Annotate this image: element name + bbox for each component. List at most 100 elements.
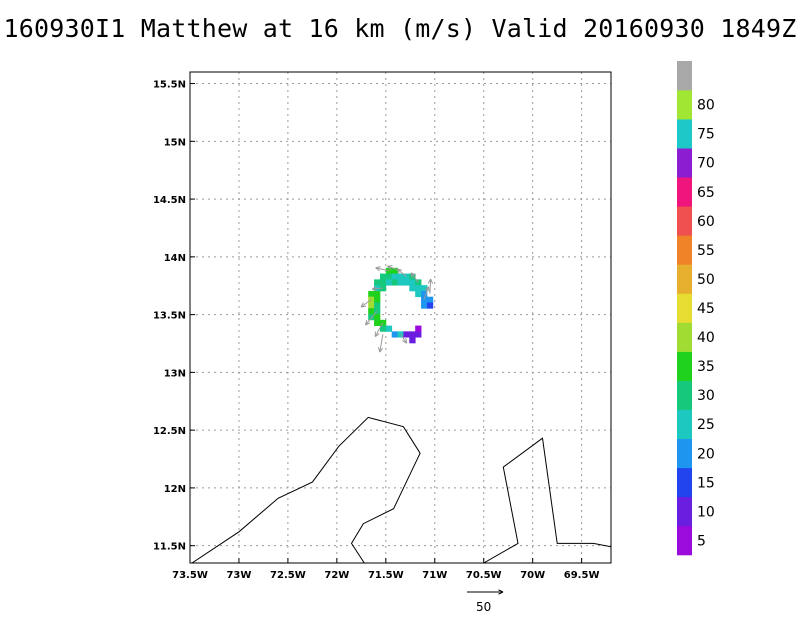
wind-cell (415, 279, 422, 286)
wind-vector (427, 278, 434, 294)
colorbar-label: 45 (697, 301, 715, 317)
wind-cell (374, 319, 381, 326)
colorbar-swatch (677, 90, 692, 120)
colorbar-swatch (677, 351, 692, 381)
wind-cell (409, 279, 416, 286)
colorbar-swatch (677, 467, 692, 498)
lat-tick-label: 12.5N (153, 426, 186, 437)
wind-cell (415, 290, 422, 298)
wind-cell (415, 285, 422, 292)
wind-cell (379, 279, 387, 286)
wind-vector (423, 286, 430, 300)
colorbar-swatch (677, 119, 692, 149)
reference-vector-label: 50 (476, 600, 491, 614)
colorbar-swatch (677, 496, 692, 527)
wind-cell (415, 331, 422, 338)
wind-cell (403, 331, 410, 338)
wind-cell (385, 267, 393, 274)
wind-cell (374, 296, 381, 303)
colorbar-label: 70 (697, 156, 715, 172)
lat-tick-label: 14N (164, 253, 186, 264)
colorbar-swatch (677, 148, 692, 178)
colorbar-swatch (677, 264, 692, 294)
wind-vector (375, 266, 389, 272)
wind-cell (421, 302, 428, 309)
wind-cell (379, 273, 387, 280)
wind-vector (371, 286, 383, 292)
colorbar-label: 25 (697, 417, 715, 433)
reference-vector: 50 (467, 589, 504, 614)
colorbar-swatch (677, 293, 692, 323)
colorbar-label: 50 (697, 272, 715, 288)
colorbar-label: 20 (697, 446, 715, 462)
wind-vector (374, 322, 384, 337)
lon-tick-label: 73.5W (172, 570, 208, 581)
wind-cell (374, 314, 381, 321)
lat-tick-label: 11.5N (153, 542, 186, 553)
wind-cell (379, 285, 387, 292)
wind-cell (403, 279, 410, 286)
wind-vector (364, 310, 378, 326)
lat-tick-label: 12N (164, 484, 186, 495)
wind-cell (368, 314, 375, 321)
lat-tick-label: 13N (164, 368, 186, 379)
coastlines (191, 416, 611, 563)
coastline (191, 416, 421, 563)
wind-cell (409, 285, 416, 292)
colorbar-label: 15 (697, 475, 715, 491)
colorbar-swatch (677, 409, 692, 440)
wind-cell (391, 279, 398, 286)
coastline (483, 437, 611, 563)
wind-cell (374, 302, 381, 309)
axis-ticks: 73.5W 73W 72.5W 72W 71.5W 71W 70.5W 70W 69.5W 11.… (153, 80, 600, 581)
wind-cell (379, 325, 387, 332)
wind-cell (368, 308, 375, 315)
wind-cell (385, 325, 393, 332)
wind-cell (403, 273, 410, 280)
lon-tick-label: 70W (520, 570, 545, 581)
lon-tick-label: 71W (422, 570, 447, 581)
wind-cell (415, 325, 422, 332)
lon-tick-label: 71.5W (368, 570, 404, 581)
lon-tick-label: 69.5W (564, 570, 600, 581)
colorbar-label: 35 (697, 359, 715, 375)
wind-cell (409, 337, 416, 344)
colorbar-label: 5 (697, 533, 706, 549)
colorbar-label: 75 (697, 127, 715, 143)
colorbar: 5 10 15 20 25 30 35 40 45 50 55 60 65 70 75 80 (677, 61, 715, 556)
wind-cell (391, 331, 398, 338)
colorbar-label: 30 (697, 388, 715, 404)
map-frame (189, 71, 612, 564)
lat-tick-label: 15.5N (153, 80, 186, 91)
wind-cell (421, 290, 428, 298)
lat-tick-label: 14.5N (153, 195, 186, 206)
wind-cell (385, 279, 393, 286)
lat-tick-label: 15N (164, 137, 186, 148)
wind-cell (391, 267, 398, 274)
wind-cell (426, 302, 434, 309)
reference-vector-arrow (467, 589, 504, 595)
grid-lines (190, 72, 611, 563)
wind-cell (397, 279, 404, 286)
wind-cell (426, 296, 434, 303)
colorbar-swatch (677, 177, 692, 207)
lon-tick-label: 72.5W (270, 570, 306, 581)
wind-vector (360, 299, 372, 308)
colorbar-label: 10 (697, 504, 715, 520)
lon-tick-label: 72W (324, 570, 349, 581)
wind-cell (397, 273, 404, 280)
colorbar-label: 55 (697, 243, 715, 259)
wind-vector (396, 268, 407, 277)
colorbar-swatch (677, 61, 692, 91)
wind-cell (368, 302, 375, 309)
wind-cell (374, 279, 381, 286)
wind-cell (409, 273, 416, 280)
colorbar-label: 60 (697, 214, 715, 230)
colorbar-label: 65 (697, 185, 715, 201)
colorbar-label: 40 (697, 330, 715, 346)
wind-cell (409, 331, 416, 338)
colorbar-label: 80 (697, 98, 715, 114)
colorbar-swatch (677, 380, 692, 411)
colorbar-swatch (677, 206, 692, 236)
